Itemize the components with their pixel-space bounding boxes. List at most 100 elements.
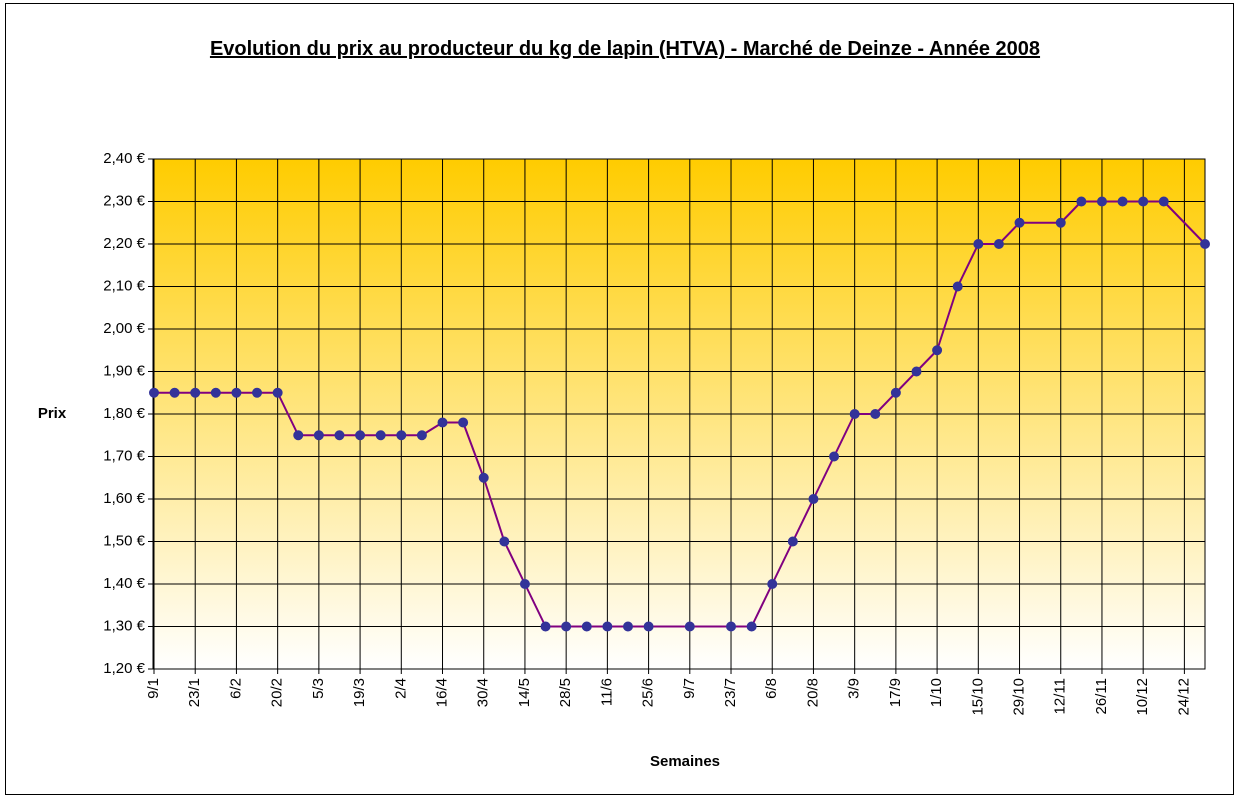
x-tick-label: 26/11	[1093, 678, 1110, 714]
point	[911, 366, 922, 377]
line-segment	[462, 422, 485, 479]
point	[1117, 196, 1128, 207]
point	[169, 387, 180, 398]
point	[726, 621, 737, 632]
point	[952, 281, 963, 292]
x-tick-label: 30/4	[475, 678, 492, 707]
x-tick-label: 23/1	[186, 678, 203, 707]
y-tick-label: 1,50 €	[103, 532, 145, 549]
point	[1200, 239, 1210, 249]
point	[973, 239, 984, 249]
y-tick-label: 1,90 €	[103, 362, 145, 379]
point	[767, 579, 778, 589]
x-tick-label: 28/5	[557, 678, 574, 707]
x-tick-label: 1/10	[928, 678, 945, 707]
y-tick-label: 2,20 €	[103, 235, 145, 252]
x-tick-label: 6/8	[763, 678, 780, 699]
point	[313, 430, 324, 441]
x-tick-label: 14/5	[516, 678, 533, 707]
line-segment	[750, 583, 774, 627]
line-segment	[482, 477, 506, 542]
point	[396, 430, 407, 441]
point	[829, 451, 840, 462]
point	[149, 387, 159, 398]
x-tick-label: 29/10	[1010, 678, 1027, 716]
x-axis-label: Semaines	[650, 753, 720, 770]
line-segment	[812, 456, 835, 500]
y-tick-label: 2,30 €	[103, 192, 145, 209]
x-tick-label: 19/3	[351, 678, 368, 707]
point	[849, 409, 860, 419]
x-tick-label: 20/8	[804, 678, 821, 707]
x-tick-label: 17/9	[887, 678, 904, 707]
x-tick-label: 9/1	[145, 678, 162, 699]
point	[437, 417, 448, 428]
y-tick-label: 2,00 €	[103, 320, 145, 337]
line-segment	[503, 541, 526, 585]
x-tick-label: 24/12	[1175, 678, 1192, 716]
point	[684, 621, 695, 632]
point	[293, 430, 304, 441]
point	[1076, 196, 1087, 207]
plot-border	[152, 158, 1206, 670]
y-tick-label: 1,40 €	[103, 575, 145, 592]
x-tick-label: 10/12	[1134, 678, 1151, 716]
point	[190, 387, 201, 398]
point	[499, 536, 510, 547]
point	[458, 417, 469, 428]
line-segment	[936, 286, 959, 351]
point	[808, 494, 819, 504]
point	[231, 387, 242, 398]
point	[870, 409, 881, 419]
y-tick-label: 1,60 €	[103, 490, 145, 507]
line-segment	[1163, 200, 1206, 245]
point	[210, 387, 221, 398]
line-segment	[791, 498, 815, 542]
point	[993, 239, 1004, 249]
x-tick-label: 15/10	[969, 678, 986, 716]
line-segment	[956, 243, 980, 287]
x-tick-label: 6/2	[227, 678, 244, 699]
point	[416, 430, 427, 441]
x-tick-label: 20/2	[269, 678, 286, 707]
y-tick-label: 1,80 €	[103, 405, 145, 422]
point	[1158, 196, 1169, 207]
point	[478, 472, 489, 483]
point	[252, 387, 263, 398]
point	[375, 430, 386, 441]
point	[272, 387, 283, 398]
point	[1138, 196, 1149, 207]
x-tick-label: 11/6	[598, 678, 615, 706]
point	[890, 387, 901, 398]
y-tick-label: 1,70 €	[103, 447, 145, 464]
point	[519, 579, 530, 589]
point	[602, 621, 613, 632]
line-segment	[771, 541, 794, 585]
point	[581, 621, 592, 632]
line-segment	[276, 392, 300, 436]
line-segment	[524, 583, 547, 627]
line-segment	[833, 413, 856, 457]
x-tick-label: 3/9	[846, 678, 863, 699]
point	[561, 621, 572, 632]
x-tick-label: 2/4	[392, 678, 409, 699]
y-tick-label: 1,20 €	[103, 660, 145, 677]
point	[746, 621, 757, 632]
point	[1014, 217, 1025, 228]
x-tick-label: 9/7	[681, 678, 698, 699]
point	[622, 621, 633, 632]
point	[334, 430, 345, 441]
y-tick-label: 2,10 €	[103, 277, 145, 294]
x-tick-label: 16/4	[433, 678, 450, 707]
point	[355, 430, 366, 441]
point	[1096, 196, 1107, 207]
y-tick-label: 1,30 €	[103, 617, 145, 634]
y-tick-label: 2,40 €	[103, 150, 145, 167]
point	[1055, 217, 1066, 228]
point	[787, 536, 798, 547]
point	[932, 345, 943, 356]
y-axis-label: Prix	[38, 405, 67, 422]
x-tick-label: 12/11	[1052, 678, 1069, 714]
